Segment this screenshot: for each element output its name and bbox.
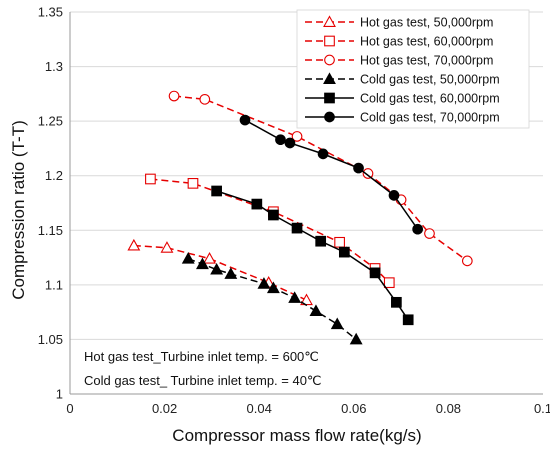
data-point [317,148,329,160]
annotation-cold-gas: Cold gas test_ Turbine inlet temp. = 40℃ [84,373,322,388]
x-tick-label: 0.02 [152,401,177,416]
legend-label: Hot gas test, 50,000rpm [360,16,493,30]
data-point [266,281,280,294]
x-axis-title: Compressor mass flow rate(kg/s) [172,426,421,445]
data-point [275,134,286,146]
data-point [412,223,424,235]
legend-box [296,9,530,129]
y-tick-label: 1.3 [45,59,63,74]
y-tick-label: 1.35 [38,5,63,20]
axes: 1 1.05 1.1 1.15 1.2 1.25 1.3 1.35 0 0.02 0.04 0.06 0… [38,5,550,417]
data-point [284,137,296,149]
y-tick-label: 1.25 [38,114,63,129]
data-point [196,257,209,270]
legend-marker [324,111,335,123]
legend-label: Hot gas test, 70,000rpm [360,54,493,68]
legend-label: Cold gas test, 60,000rpm [360,92,500,106]
x-tick-label: 0.08 [436,401,461,416]
y-axis-title: Compression ratio (T-T) [9,120,28,299]
y-tick-label: 1.05 [38,332,63,347]
data-point [160,241,174,253]
data-point [369,267,381,279]
data-point [391,296,402,308]
legend-label: Cold gas test, 50,000rpm [360,73,500,87]
data-point [349,332,363,345]
data-point [257,277,271,289]
legend-entry: Hot gas test, 70,000rpm [305,54,493,68]
legend-marker [324,54,335,66]
data-point [239,114,251,126]
data-point [224,267,238,279]
data-point [291,222,303,234]
legend-entry: Cold gas test, 50,000rpm [305,72,500,87]
x-tick-label: 0.06 [341,401,366,416]
series-6 [239,114,424,235]
data-point [168,90,180,102]
data-point [210,262,224,275]
data-point [181,252,195,264]
legend-marker [324,35,335,47]
y-tick-label: 1.15 [38,223,63,238]
series-4 [181,252,363,345]
series-3 [168,90,473,267]
legend-marker [323,15,336,27]
data-point [187,178,199,189]
legend: Hot gas test, 50,000rpm Hot gas test, 60,… [296,9,530,129]
data-point [291,131,303,142]
data-point [127,238,141,251]
data-point [353,162,364,174]
data-point [145,173,156,185]
data-point [461,255,473,267]
legend-entry: Cold gas test, 70,000rpm [305,111,500,125]
data-point [330,317,344,330]
data-point [268,209,279,221]
legend-marker [324,92,335,104]
series-line [187,257,357,341]
data-point [315,235,327,247]
x-tick-label: 0.1 [534,401,550,416]
legend-label: Hot gas test, 60,000rpm [360,35,493,49]
data-point [402,314,414,326]
y-tick-label: 1.1 [45,277,63,292]
data-point [338,246,350,258]
series-group [127,90,473,345]
x-tick-label: 0 [66,401,73,416]
data-point [424,228,435,239]
x-tick-label: 0.04 [247,401,272,416]
y-tick-label: 1 [56,387,63,402]
data-point [362,168,374,179]
data-point [334,236,345,248]
data-point [203,252,216,264]
series-5 [211,185,414,326]
y-tick-label: 1.2 [45,168,63,183]
legend-label: Cold gas test, 70,000rpm [360,111,500,125]
legend-entry: Hot gas test, 50,000rpm [305,15,493,30]
legend-entry: Hot gas test, 60,000rpm [305,35,493,49]
legend-marker [323,72,336,84]
data-point [251,198,263,210]
data-point [211,185,222,197]
legend-entry: Cold gas test, 60,000rpm [305,92,500,106]
data-point [288,291,302,303]
data-point [309,304,323,317]
data-point [199,93,211,105]
data-point [383,277,395,289]
annotation-hot-gas: Hot gas test_Turbine inlet temp. = 600℃ [84,349,319,364]
data-point [388,190,400,201]
